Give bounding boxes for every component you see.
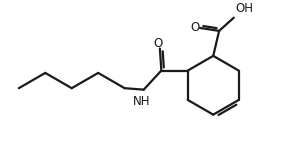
- Text: NH: NH: [132, 95, 150, 108]
- Text: O: O: [190, 21, 199, 34]
- Text: O: O: [154, 37, 163, 50]
- Text: OH: OH: [235, 2, 253, 15]
